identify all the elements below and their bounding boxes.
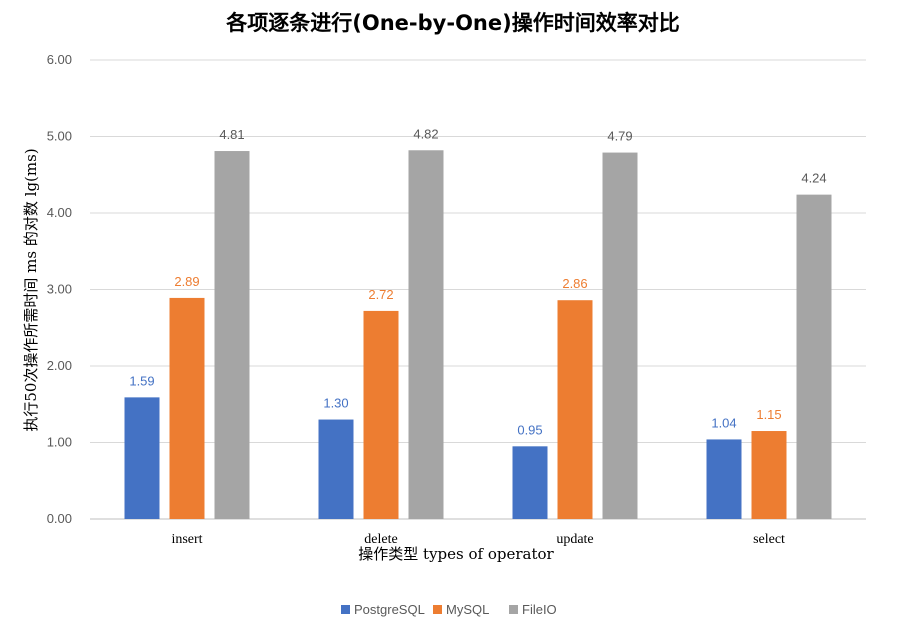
data-label: 4.24 — [801, 171, 826, 186]
legend-swatch-postgresql — [341, 605, 350, 614]
bar-mysql-delete — [363, 310, 399, 519]
data-label: 1.30 — [323, 396, 348, 411]
y-tick-label: 0.00 — [47, 511, 72, 526]
bar-postgresql-select — [706, 439, 742, 519]
bar-fileio-delete — [408, 150, 444, 519]
x-category-label: insert — [171, 532, 202, 547]
y-tick-label: 1.00 — [47, 435, 72, 450]
y-tick-label: 2.00 — [47, 358, 72, 373]
bar-fileio-insert — [214, 151, 250, 519]
y-axis-ticks: 0.00 1.00 2.00 3.00 4.00 5.00 6.00 — [47, 52, 72, 526]
data-label: 1.15 — [756, 407, 781, 422]
data-labels: 1.59 2.89 4.81 1.30 2.72 4.82 0.95 2.86 4.79 1.04… — [129, 126, 826, 437]
data-label: 2.89 — [174, 274, 199, 289]
bars — [124, 150, 832, 519]
data-label: 2.72 — [368, 287, 393, 302]
y-axis-title: 执行50次操作所需时间 ms 的对数 lg(ms) — [22, 148, 40, 431]
bar-mysql-insert — [169, 297, 205, 519]
y-tick-label: 5.00 — [47, 129, 72, 144]
legend-label: FileIO — [522, 602, 557, 617]
y-tick-label: 3.00 — [47, 282, 72, 297]
data-label: 1.04 — [711, 415, 736, 430]
bar-postgresql-delete — [318, 419, 354, 519]
data-label: 2.86 — [562, 276, 587, 291]
data-label: 4.81 — [219, 127, 244, 142]
bar-postgresql-update — [512, 446, 548, 519]
gridlines — [90, 59, 866, 520]
x-category-label: delete — [364, 532, 397, 547]
bar-fileio-update — [602, 152, 638, 519]
data-label: 1.59 — [129, 373, 154, 388]
legend-swatch-fileio — [509, 605, 518, 614]
bar-fileio-select — [796, 194, 832, 519]
data-label: 4.79 — [607, 129, 632, 144]
legend-label: MySQL — [446, 602, 489, 617]
y-tick-label: 6.00 — [47, 52, 72, 67]
data-label: 4.82 — [413, 126, 438, 141]
x-category-label: update — [556, 532, 593, 547]
bar-postgresql-insert — [124, 397, 160, 519]
legend-swatch-mysql — [433, 605, 442, 614]
y-tick-label: 4.00 — [47, 205, 72, 220]
x-category-label: select — [753, 532, 785, 547]
bar-mysql-update — [557, 300, 593, 519]
legend: PostgreSQL MySQL FileIO — [341, 602, 557, 617]
legend-label: PostgreSQL — [354, 602, 425, 617]
data-label: 0.95 — [517, 422, 542, 437]
bar-mysql-select — [751, 431, 787, 519]
x-axis-title: 操作类型 types of operator — [358, 545, 554, 563]
x-axis-categories: insert delete update select — [171, 532, 785, 547]
chart-title: 各项逐条进行(One-by-One)操作时间效率对比 — [225, 11, 679, 35]
